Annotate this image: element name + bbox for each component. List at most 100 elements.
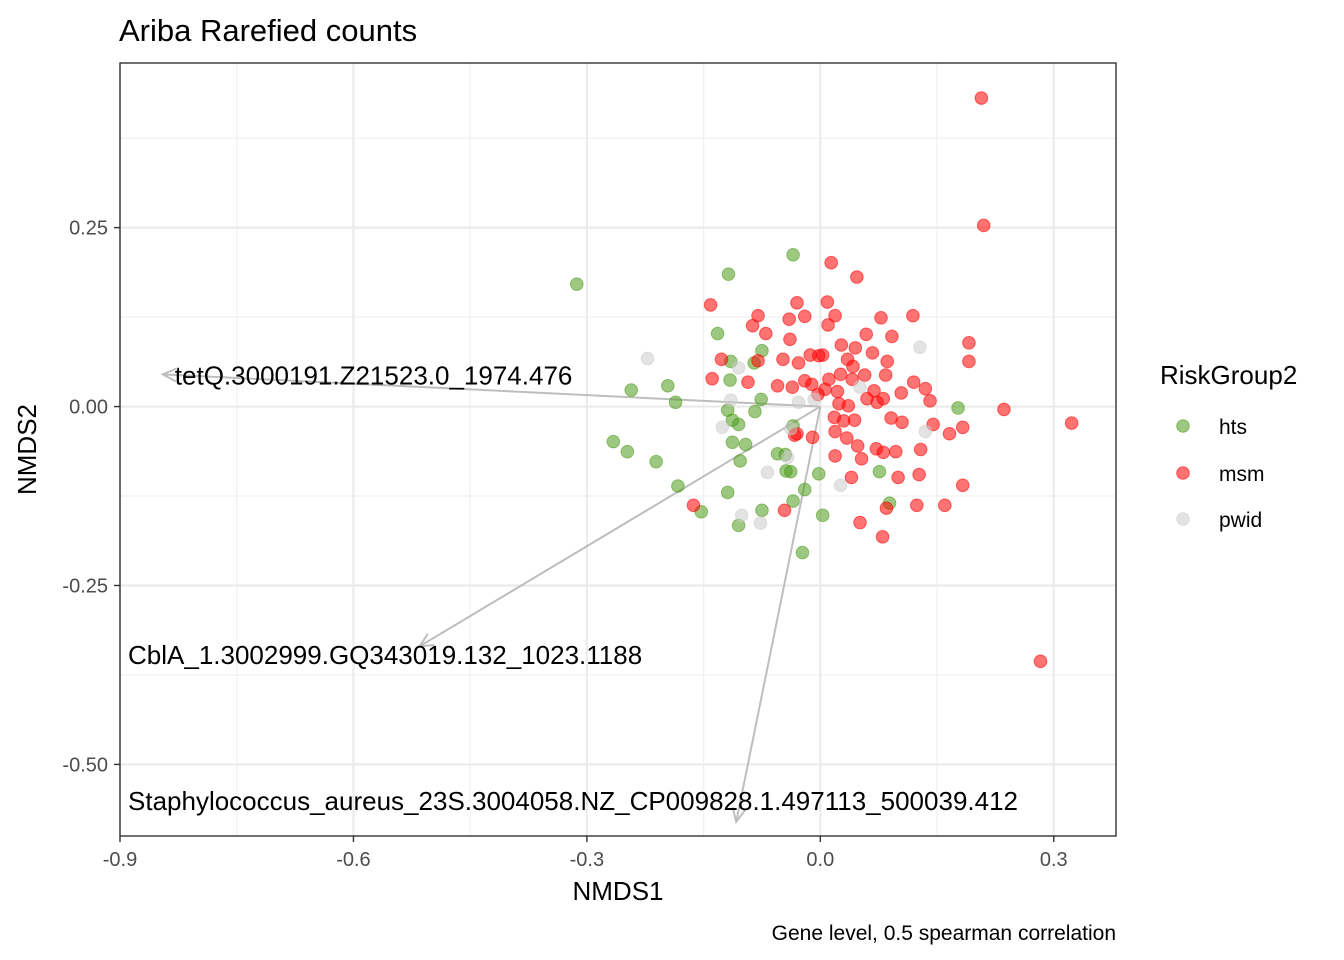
point-pwid (853, 380, 867, 395)
point-hts (569, 277, 584, 291)
point-msm (751, 353, 765, 368)
point-msm (918, 381, 933, 396)
point-hts (733, 454, 747, 468)
point-pwid (734, 508, 749, 523)
vector-arrow-head (731, 806, 747, 824)
point-hts (872, 464, 887, 479)
point-msm (876, 445, 891, 460)
point-msm (824, 255, 839, 270)
point-msm (815, 348, 830, 362)
point-pwid (640, 351, 655, 366)
point-pwid (807, 392, 821, 407)
x-axis-title: NMDS1 (572, 876, 663, 906)
point-msm (833, 367, 848, 382)
y-axis: 0.25 0.00 -0.25 -0.50 (62, 218, 120, 776)
point-msm (848, 341, 863, 355)
point-hts (951, 401, 965, 415)
point-pwid (913, 340, 927, 354)
point-msm (853, 515, 867, 530)
point-pwid (724, 393, 738, 407)
point-msm (942, 426, 957, 441)
plot-panel: tetQ.3000191.Z21523.0_1974.476 CblA_1.300… (118, 62, 1117, 837)
vector-label: CblA_1.3002999.GQ343019.132_1023.1188 (128, 640, 642, 670)
y-tick-label: 0.25 (69, 218, 108, 240)
point-hts (624, 383, 639, 397)
point-hts (786, 248, 800, 262)
point-msm (885, 329, 899, 344)
point-hts (754, 392, 768, 407)
point-msm (745, 318, 760, 333)
x-axis: -0.9 -0.6 -0.3 0.0 0.3 (103, 836, 1068, 871)
point-hts (725, 435, 740, 450)
point-msm (894, 386, 909, 400)
point-msm (879, 501, 894, 515)
point-hts (755, 503, 769, 518)
legend: RiskGroup2 hts msm pwid (1160, 360, 1297, 532)
point-msm (847, 413, 862, 427)
point-msm (828, 424, 842, 439)
minor-gridlines (120, 63, 1116, 836)
point-pwid (918, 424, 933, 439)
vector-arrow-line (735, 406, 822, 822)
point-msm (686, 498, 701, 513)
point-msm (782, 312, 796, 327)
x-tick-label: 0.0 (806, 849, 834, 871)
point-hts (661, 378, 675, 393)
vector-labels: tetQ.3000191.Z21523.0_1974.476 CblA_1.300… (128, 360, 1018, 816)
legend-label-msm: msm (1219, 463, 1265, 486)
point-msm (997, 402, 1011, 417)
point-hts (731, 417, 746, 432)
point-msm (821, 318, 835, 332)
sample-points (569, 91, 1079, 669)
point-pwid (760, 465, 775, 480)
point-msm (830, 384, 845, 399)
point-msm (770, 378, 785, 393)
panel-border (119, 62, 1117, 837)
chart-title: Ariba Rarefied counts (119, 13, 417, 48)
x-tick-label: -0.3 (570, 849, 604, 871)
point-msm (777, 503, 792, 518)
point-pwid (731, 361, 746, 375)
legend-key-msm (1176, 466, 1190, 480)
panel-background (120, 63, 1116, 836)
point-msm (741, 375, 755, 390)
point-hts (723, 373, 737, 387)
legend-label-hts: hts (1219, 416, 1247, 439)
vector-label: Staphylococcus_aureus_23S.3004058.NZ_CP0… (128, 786, 1018, 816)
point-msm (790, 295, 804, 310)
point-msm (839, 431, 854, 445)
point-pwid (780, 450, 795, 465)
point-msm (828, 308, 842, 323)
point-msm (962, 354, 976, 369)
point-msm (974, 91, 989, 105)
legend-title: RiskGroup2 (1160, 360, 1297, 390)
point-msm (912, 467, 926, 482)
vector-arrow-head (417, 633, 435, 648)
point-msm (976, 218, 991, 233)
point-msm (955, 478, 970, 493)
point-msm (923, 394, 937, 408)
point-msm (797, 309, 812, 324)
point-pwid (833, 478, 848, 493)
loading-vectors (160, 367, 822, 824)
point-msm (906, 308, 920, 323)
point-hts (620, 444, 635, 459)
point-msm (955, 420, 970, 435)
point-msm (820, 295, 835, 309)
point-msm (880, 354, 895, 369)
x-tick-label: -0.9 (103, 849, 137, 871)
point-msm (913, 442, 928, 457)
point-hts (748, 404, 762, 419)
vector-label: tetQ.3000191.Z21523.0_1974.476 (175, 360, 573, 390)
vector-arrow-line (419, 405, 821, 648)
point-msm (854, 452, 869, 466)
point-msm (938, 498, 952, 513)
point-hts (649, 454, 663, 469)
y-tick-label: -0.25 (62, 575, 108, 597)
point-hts (720, 485, 735, 500)
x-tick-label: -0.6 (336, 849, 370, 871)
point-msm (703, 298, 718, 312)
legend-key-pwid (1176, 512, 1190, 526)
point-hts (786, 494, 800, 508)
vector-arrow-head (160, 367, 178, 383)
